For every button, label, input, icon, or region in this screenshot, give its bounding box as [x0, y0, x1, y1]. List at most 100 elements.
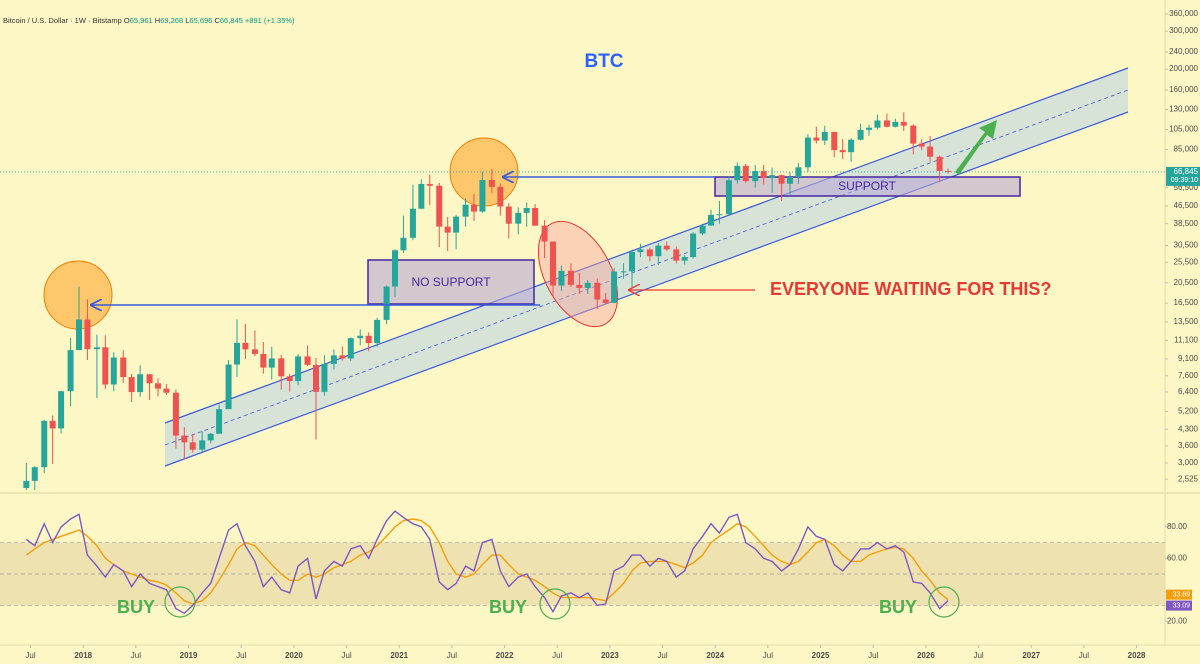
- x-tick-label: Jul: [447, 651, 457, 660]
- candle-body: [584, 282, 591, 288]
- candle-body: [567, 270, 574, 285]
- candle-body: [594, 282, 601, 300]
- x-tick-label: 2023: [601, 651, 619, 660]
- candle-body: [313, 364, 320, 392]
- y-tick-label: 16,500: [1174, 298, 1199, 307]
- y-tick-label: 6,400: [1178, 387, 1199, 396]
- candle-body: [804, 137, 811, 168]
- candle-body: [927, 146, 934, 157]
- candle-body: [655, 245, 662, 257]
- y-tick-label: 360,000: [1169, 9, 1198, 18]
- candle-body: [752, 171, 759, 182]
- y-tick-label: 3,600: [1178, 441, 1199, 450]
- last-price-label: 66,845: [1174, 167, 1199, 176]
- x-tick-label: Jul: [341, 651, 351, 660]
- candle-body: [330, 355, 337, 364]
- y-tick-label: 4,300: [1178, 424, 1199, 433]
- candle-body: [260, 353, 267, 368]
- candle-body: [374, 319, 381, 344]
- candle-body: [945, 171, 952, 173]
- x-tick-label: Jul: [973, 651, 983, 660]
- candle-body: [321, 363, 328, 392]
- candle-body: [128, 377, 135, 393]
- ohlc-label: C: [214, 16, 220, 25]
- candle-body: [339, 355, 346, 359]
- candle-body: [839, 150, 846, 153]
- y-tick-label: 11,100: [1174, 335, 1198, 344]
- y-tick-label: 85,000: [1174, 144, 1199, 153]
- channel-fill: [165, 68, 1128, 466]
- candle-body: [629, 252, 636, 272]
- ohlc-label: O: [124, 16, 130, 25]
- annotation: BUY: [489, 597, 527, 617]
- candle-body: [181, 435, 188, 443]
- candle-body: [23, 480, 30, 488]
- candle-body: [620, 271, 627, 273]
- candle-body: [199, 440, 206, 450]
- candle-body: [760, 171, 767, 178]
- x-tick-label: Jul: [1079, 651, 1089, 660]
- candle-body: [41, 420, 48, 468]
- candle-body: [883, 120, 890, 127]
- candle-body: [813, 137, 820, 141]
- candle-body: [857, 129, 864, 140]
- candle-body: [102, 347, 109, 385]
- candle-body: [436, 185, 443, 227]
- candle-body: [357, 335, 364, 339]
- candle-body: [936, 156, 943, 172]
- candle-body: [866, 127, 873, 130]
- candle-body: [663, 245, 670, 250]
- candle-body: [602, 299, 609, 303]
- y-tick-label: 7,600: [1178, 371, 1199, 380]
- y-tick-label: 130,000: [1169, 105, 1198, 114]
- candle-body: [848, 139, 855, 153]
- drawings-over: BTC NO SUPPORT SUPPORT EVERYONE WAITING …: [3, 16, 1051, 620]
- candle-body: [400, 237, 407, 251]
- candle-body: [699, 225, 706, 234]
- candle-body: [918, 143, 925, 147]
- candle-body: [900, 121, 907, 126]
- candle-body: [874, 120, 881, 128]
- ohlc-value: 65,961: [130, 16, 153, 25]
- buy-circle: [164, 586, 196, 618]
- y-tick-label: 160,000: [1169, 85, 1198, 94]
- green-arrow: [955, 120, 997, 175]
- candle-body: [637, 249, 644, 253]
- candle-body: [532, 208, 539, 226]
- candle-body: [742, 165, 749, 182]
- y-tick-label: 25,500: [1174, 257, 1199, 266]
- x-tick-label: 2027: [1022, 651, 1040, 660]
- y-tick-label: 5,200: [1178, 407, 1199, 416]
- buy-circle: [539, 588, 571, 620]
- candle-body: [365, 335, 372, 344]
- annotation: BUY: [879, 597, 917, 617]
- candle-body: [769, 175, 776, 178]
- candle-body: [787, 177, 794, 184]
- candle-body: [418, 183, 425, 209]
- x-tick-label: Jul: [763, 651, 773, 660]
- rsi-last-label: 33.09: [1172, 602, 1190, 609]
- rsi-line: [25, 510, 949, 615]
- symbol: Bitcoin / U.S. Dollar · 1W · Bitstamp: [3, 16, 122, 25]
- symbol-info: Bitcoin / U.S. Dollar · 1W · Bitstamp O6…: [3, 16, 295, 25]
- x-tick-label: 2025: [812, 651, 830, 660]
- candle-body: [910, 125, 917, 144]
- candle-body: [49, 420, 56, 429]
- candle-body: [541, 225, 548, 242]
- candle-body: [453, 216, 460, 233]
- candle-body: [673, 249, 680, 261]
- ohlc-label: L: [185, 16, 189, 25]
- candle-body: [304, 356, 311, 365]
- red-ellipse: [537, 220, 619, 328]
- y-tick-label: 105,000: [1169, 125, 1198, 134]
- candle-body: [515, 212, 522, 224]
- buy-circle: [928, 586, 960, 618]
- channel-bottom: [164, 111, 1129, 467]
- channel-top: [164, 67, 1129, 424]
- candle-body: [523, 208, 530, 213]
- y-tick-label: 60.00: [1167, 553, 1188, 562]
- candle-body: [110, 357, 117, 385]
- x-tick-label: 2026: [917, 651, 935, 660]
- y-tick-label: 20,500: [1174, 278, 1199, 287]
- candle-body: [426, 183, 433, 186]
